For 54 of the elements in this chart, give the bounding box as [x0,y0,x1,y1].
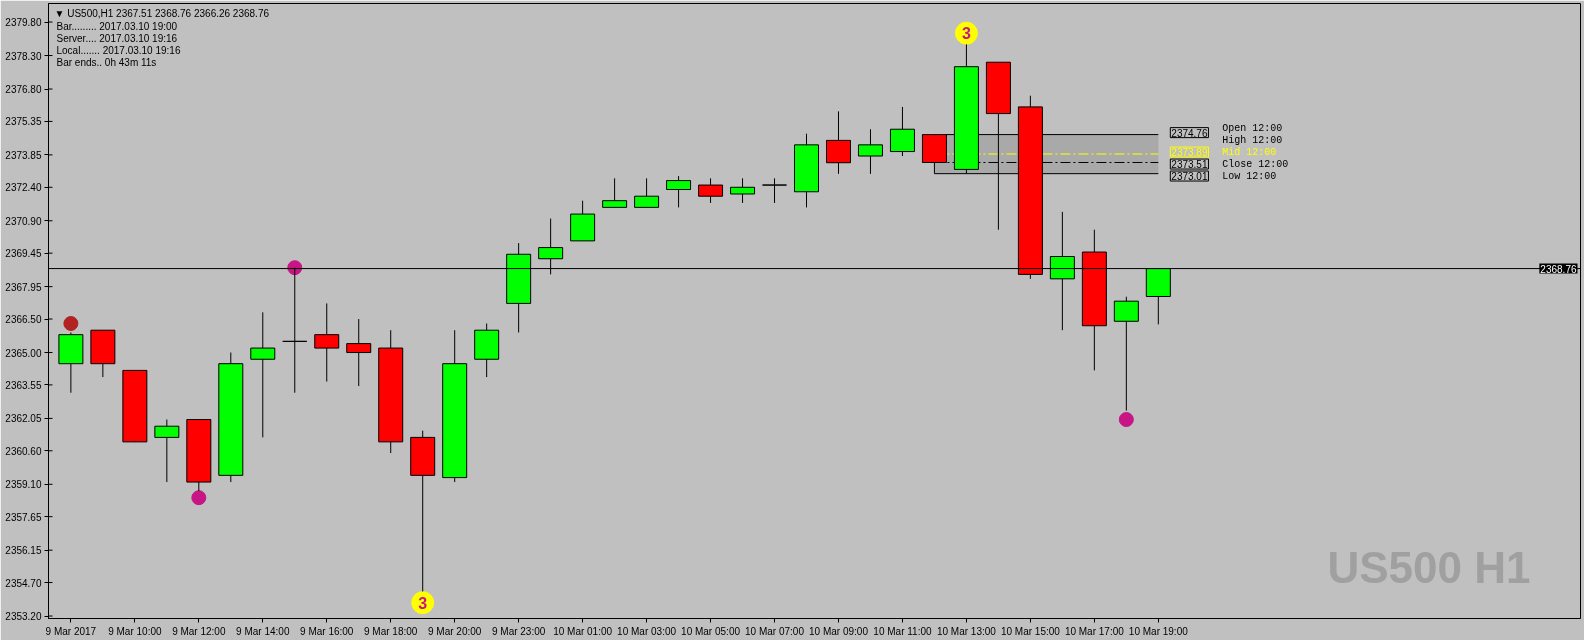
y-tick-label: 2378.30 [5,50,42,62]
text: Open 12:00 [1222,123,1283,135]
y-tick-label: 2379.80 [5,17,42,29]
y-tick-label: 2357.65 [5,511,42,523]
x-tick-label: 10 Mar 11:00 [873,625,932,637]
y-tick-label: 2359.10 [5,479,42,491]
y-tick-label: 2353.20 [5,611,42,623]
y-tick-label: 2362.05 [5,413,42,425]
y-tick-label: 2373.85 [5,149,42,161]
ref-line-label: 2373.89 [1171,147,1208,159]
text: Mid 12:00 [1222,147,1277,159]
x-tick-label: 10 Mar 09:00 [809,625,869,637]
x-tick-label: 10 Mar 07:00 [745,625,805,637]
x-tick-label: 9 Mar 2017 [45,625,97,637]
y-tick-label: 2367.95 [5,281,42,293]
x-tick-label: 10 Mar 13:00 [936,625,997,637]
annotation: Bar......... 2017.03.10 19:00 [56,20,178,32]
x-tick-label: 10 Mar 03:00 [617,625,677,637]
ref-line-label: 2373.01 [1171,171,1208,183]
y-tick-label: 2376.80 [5,84,42,96]
x-tick-label: 9 Mar 10:00 [108,625,162,637]
x-tick-label: 9 Mar 23:00 [491,625,546,637]
x-tick-label: 10 Mar 05:00 [681,625,741,637]
text: High 12:00 [1222,135,1283,147]
y-tick-label: 2370.90 [5,215,42,227]
y-tick-label: 2375.35 [5,116,42,128]
x-tick-label: 9 Mar 14:00 [236,625,290,637]
x-tick-label: 9 Mar 20:00 [428,625,482,637]
x-tick-label: 10 Mar 01:00 [553,625,613,637]
text: Close 12:00 [1222,159,1289,171]
x-tick-label: 9 Mar 12:00 [172,625,226,637]
y-tick-label: 2360.60 [5,445,42,457]
annotation: Server.... 2017.03.10 19:16 [56,32,178,44]
ref-line-label: 2373.51 [1171,159,1208,171]
y-tick-label: 2356.15 [5,545,42,557]
y-tick-label: 2354.70 [5,577,42,589]
y-tick-label: 2369.45 [5,248,42,260]
y-tick-label: 2366.50 [5,314,42,326]
chart-title: ▼ US500,H1 2367.51 2368.76 2366.26 2368.76 [54,7,270,19]
x-tick-label: 10 Mar 17:00 [1064,625,1125,637]
annotation: 3 [961,25,971,43]
y-tick-label: 2363.55 [5,379,42,391]
x-tick-label: 10 Mar 15:00 [1000,625,1061,637]
y-tick-label: 2365.00 [5,347,42,359]
y-tick-label: 2372.40 [5,182,42,194]
text: Low 12:00 [1222,171,1277,183]
x-tick-label: 10 Mar 19:00 [1128,625,1189,637]
x-tick-label: 9 Mar 18:00 [364,625,418,637]
annotation: Local....... 2017.03.10 19:16 [56,44,181,56]
ref-line-label: 2374.76 [1171,127,1208,139]
annotation: 3 [418,594,428,612]
annotation: Bar ends.. 0h 43m 11s [56,56,157,68]
ref-line-label: 2368.76 [1540,263,1577,275]
x-tick-label: 9 Mar 16:00 [300,625,354,637]
